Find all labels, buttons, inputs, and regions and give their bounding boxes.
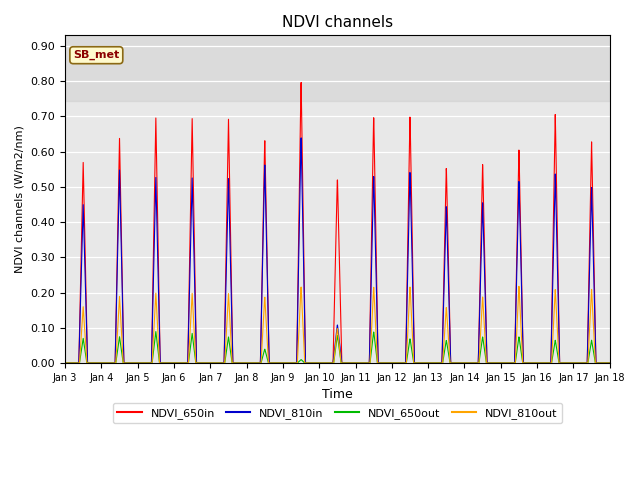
NDVI_810in [431,360,438,366]
NDVI_650in [554,233,561,239]
NDVI_650in [298,80,305,85]
NDVI_810out [481,342,489,348]
NDVI_810in [518,328,526,334]
Line: NDVI_810in: NDVI_810in [65,138,640,363]
NDVI_650in [180,360,188,366]
NDVI_650in [636,360,640,366]
NDVI_650out [554,350,561,356]
NDVI_810out [518,358,526,363]
NDVI_650out [431,360,438,366]
NDVI_810in [298,135,305,141]
Line: NDVI_650in: NDVI_650in [65,83,640,363]
Title: NDVI channels: NDVI channels [282,15,393,30]
NDVI_810out [554,329,561,335]
Line: NDVI_650out: NDVI_650out [65,332,640,363]
NDVI_810out [180,360,188,366]
NDVI_650out [152,329,160,335]
NDVI_810out [430,360,438,366]
NDVI_810in [636,360,640,366]
NDVI_810out [61,360,69,366]
Y-axis label: NDVI channels (W/m2/nm): NDVI channels (W/m2/nm) [15,125,25,273]
X-axis label: Time: Time [322,388,353,401]
NDVI_650in [61,360,69,366]
NDVI_650in [482,291,490,297]
NDVI_810in [61,360,69,366]
NDVI_810in [554,264,561,270]
NDVI_810in [180,360,188,366]
NDVI_650out [180,360,188,366]
Bar [65,36,610,100]
Text: SB_met: SB_met [73,50,120,60]
NDVI_810out [636,360,640,366]
NDVI_650out [518,360,526,365]
NDVI_810in [482,304,490,310]
NDVI_650out [61,360,69,366]
Legend: NDVI_650in, NDVI_810in, NDVI_650out, NDVI_810out: NDVI_650in, NDVI_810in, NDVI_650out, NDV… [113,403,562,423]
Line: NDVI_810out: NDVI_810out [65,287,640,363]
NDVI_650out [482,354,490,360]
NDVI_650out [636,360,640,366]
NDVI_810out [515,284,523,289]
NDVI_650in [518,323,526,328]
NDVI_650in [431,360,438,366]
